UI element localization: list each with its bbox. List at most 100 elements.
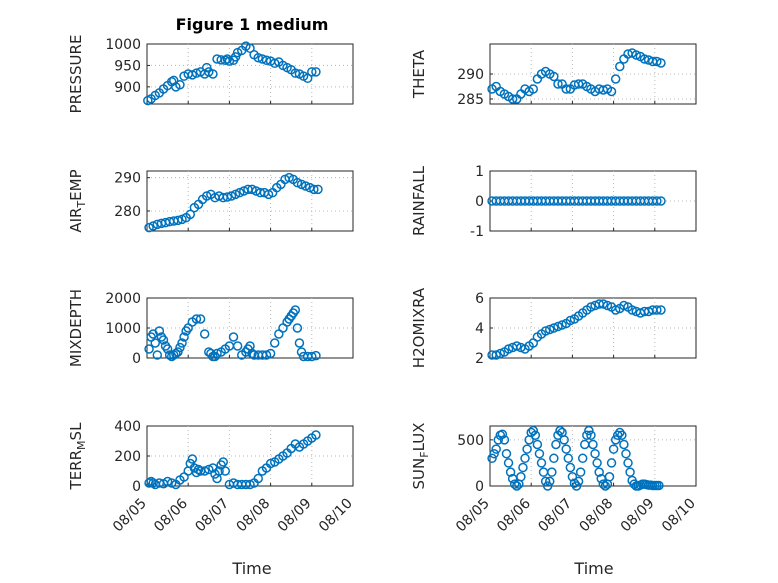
data-point [191, 314, 202, 324]
data-point [571, 481, 582, 491]
data-point [522, 444, 532, 454]
data-point [294, 338, 305, 348]
y-axis-label-terr-msl: TERRMSL [67, 422, 88, 491]
data-point [528, 425, 539, 436]
data-point [222, 192, 233, 202]
data-point [652, 56, 662, 67]
data-point [540, 476, 551, 487]
data-point [567, 472, 578, 482]
data-point [245, 43, 255, 54]
data-point [150, 338, 160, 348]
data-point [598, 299, 609, 309]
y-tick-label: 500 [457, 433, 484, 449]
y-axis-label-theta: THETA [410, 49, 428, 99]
data-point [313, 184, 323, 195]
data-point [311, 350, 321, 361]
data-point [623, 458, 633, 468]
data-point [501, 448, 512, 459]
y-tick-label: 285 [457, 92, 484, 108]
data-point [212, 348, 222, 359]
data-point [656, 196, 666, 206]
x-axis-label-left: Time [231, 559, 271, 578]
y-axis-label-sun-flux: SUNFLUX [410, 423, 431, 490]
data-point [499, 435, 510, 445]
data-point [187, 454, 198, 464]
data-point [553, 321, 563, 332]
data-point [311, 67, 321, 77]
y-tick-label: 4 [475, 321, 484, 337]
data-point [530, 430, 541, 440]
y-tick-label: 1 [475, 164, 484, 180]
data-point [148, 478, 158, 488]
data-point [536, 458, 547, 468]
data-point [625, 467, 635, 477]
data-point [173, 347, 183, 357]
data-point [311, 430, 321, 440]
y-tick-label: 1000 [105, 321, 141, 337]
data-point [307, 67, 317, 77]
figure-title: Figure 1 medium [176, 15, 329, 34]
subplot-rainfall: -1 0 1 RAINFALL [410, 164, 697, 240]
data-point [549, 323, 559, 333]
data-point [507, 94, 518, 104]
data-point [247, 348, 257, 359]
data-point [290, 305, 301, 315]
data-point [175, 79, 185, 90]
data-point [563, 453, 574, 464]
subplot-theta: 285 290 THETA [410, 43, 697, 108]
data-point [518, 462, 528, 473]
data-point [491, 350, 501, 360]
subplot-pressure: 900 950 1000 PRESSURE [67, 35, 354, 113]
data-point [296, 347, 307, 357]
data-point [193, 464, 204, 475]
data-point [610, 74, 621, 84]
data-point [586, 302, 596, 312]
data-point [290, 68, 301, 78]
data-point [547, 467, 557, 477]
data-point [512, 341, 522, 351]
y-axis-label-air-temp: AIRTEMP [67, 169, 88, 232]
data-point [220, 466, 231, 476]
data-point [573, 79, 584, 89]
plot-area-mixdepth [146, 297, 354, 359]
data-point [610, 435, 621, 445]
y-tick-label: 6 [475, 291, 484, 307]
y-tick-label: 900 [114, 80, 141, 96]
data-point [503, 458, 514, 468]
subplot-mixdepth: 0 1000 2000 MIXDEPTH [67, 289, 354, 367]
data-point [512, 481, 522, 491]
data-point [261, 350, 272, 360]
data-point [588, 439, 598, 450]
data-point [612, 430, 623, 440]
data-point [532, 439, 543, 450]
data-point [520, 453, 530, 464]
data-point [621, 448, 631, 459]
y-axis-label-rainfall: RAINFALL [410, 165, 428, 236]
data-point [179, 332, 189, 342]
data-point [175, 342, 185, 353]
data-point [232, 341, 243, 351]
data-point [158, 335, 169, 345]
data-point [173, 215, 183, 226]
data-point [584, 425, 594, 436]
data-point [575, 467, 586, 477]
data-point [627, 305, 637, 315]
y-tick-label: 400 [114, 419, 141, 435]
data-point [610, 305, 621, 315]
data-point [631, 50, 642, 60]
data-point [617, 430, 627, 440]
data-point [615, 61, 625, 72]
data-point [218, 457, 228, 467]
data-point [177, 338, 187, 348]
data-point [257, 54, 268, 64]
data-point [152, 350, 163, 360]
y-tick-label: 950 [114, 58, 141, 74]
data-point [565, 462, 576, 473]
data-point [606, 458, 617, 468]
y-tick-label: 0 [132, 479, 141, 495]
data-point [615, 427, 625, 438]
data-point [224, 56, 235, 66]
data-point [619, 439, 629, 450]
data-point [602, 300, 613, 311]
